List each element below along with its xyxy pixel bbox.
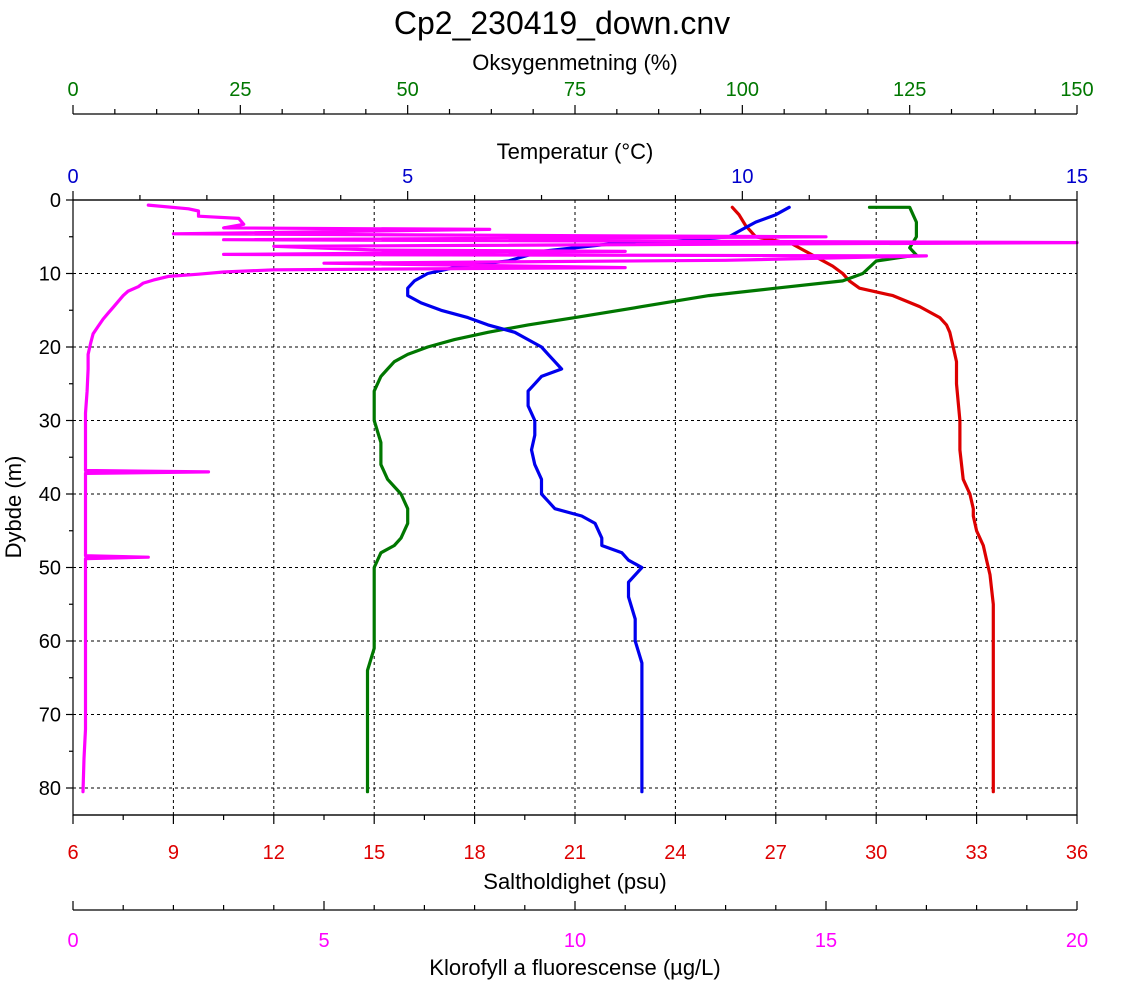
chlorophyll-axis: 0 5 10 15 20: [67, 901, 1088, 952]
axis-tick-label: 0: [67, 166, 78, 188]
axis-tick-label: 12: [263, 842, 285, 864]
axis-tick-label: 50: [397, 79, 419, 101]
depth-tick-label: 70: [39, 705, 61, 727]
axis-tick-label: 21: [564, 842, 586, 864]
depth-axis: 0 10 20 30 40 50 60 70 80: [39, 190, 73, 800]
salinity-axis-label: Saltholdighet (psu): [483, 869, 666, 894]
axis-tick-label: 10: [731, 166, 753, 188]
depth-tick-label: 60: [39, 631, 61, 653]
salinity-axis: 6 9 12 15 18 21 24 27 30 33 36: [67, 814, 1088, 864]
axis-tick-label: 36: [1066, 842, 1088, 864]
axis-tick-label: 30: [865, 842, 887, 864]
axis-tick-label: 15: [363, 842, 385, 864]
depth-tick-label: 30: [39, 411, 61, 433]
axis-tick-label: 27: [765, 842, 787, 864]
temperature-axis: 0 5 10 15: [67, 166, 1088, 201]
axis-tick-label: 0: [67, 930, 78, 952]
axis-tick-label: 24: [664, 842, 686, 864]
axis-tick-label: 6: [67, 842, 78, 864]
axis-tick-label: 75: [564, 79, 586, 101]
depth-tick-label: 50: [39, 558, 61, 580]
chlorophyll-axis-label: Klorofyll a fluorescense (µg/L): [429, 955, 720, 980]
axis-tick-label: 33: [965, 842, 987, 864]
series-group: [81, 203, 1079, 794]
axis-tick-label: 15: [1066, 166, 1088, 188]
axis-tick-label: 25: [229, 79, 251, 101]
series-line-salinity: [730, 205, 995, 794]
series-line-oxygen: [365, 205, 918, 794]
axis-tick-label: 0: [67, 79, 78, 101]
depth-axis-label: Dybde (m): [1, 456, 26, 559]
temperature-axis-label: Temperatur (°C): [497, 139, 654, 164]
oxygen-axis-label: Oksygenmetning (%): [472, 50, 677, 75]
depth-tick-label: 20: [39, 337, 61, 359]
depth-tick-label: 10: [39, 264, 61, 286]
axis-tick-label: 20: [1066, 930, 1088, 952]
axis-tick-label: 15: [815, 930, 837, 952]
axis-tick-label: 100: [726, 79, 759, 101]
axis-tick-label: 5: [318, 930, 329, 952]
grid-lines: [73, 200, 1077, 815]
chart-title: Cp2_230419_down.cnv: [394, 5, 730, 41]
axis-tick-label: 125: [893, 79, 926, 101]
axis-tick-label: 5: [402, 166, 413, 188]
oxygen-axis: 0 25 50 75 100 125 150: [67, 79, 1094, 115]
series-line-chlorophyll: [81, 203, 1079, 794]
axis-tick-label: 18: [463, 842, 485, 864]
axis-tick-label: 150: [1060, 79, 1093, 101]
depth-tick-label: 0: [50, 190, 61, 212]
depth-tick-label: 80: [39, 778, 61, 800]
axis-tick-label: 10: [564, 930, 586, 952]
axis-tick-label: 9: [168, 842, 179, 864]
depth-tick-label: 40: [39, 484, 61, 506]
series-line-temperature: [406, 205, 791, 794]
